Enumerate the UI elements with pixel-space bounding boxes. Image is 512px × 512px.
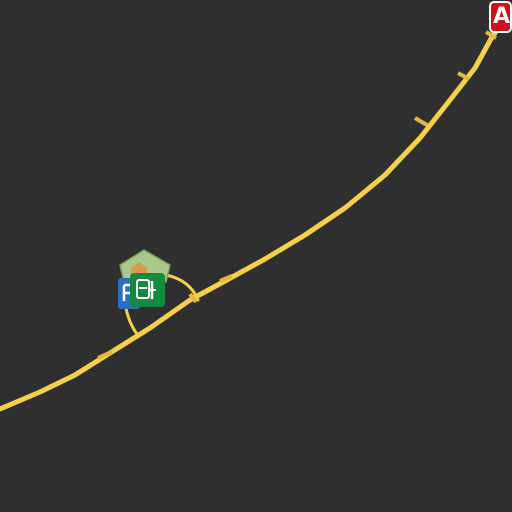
road-tick-2 xyxy=(457,71,470,81)
highway-road[interactable] xyxy=(0,7,512,412)
road-tick-3 xyxy=(484,30,498,40)
route-start-marker[interactable]: A xyxy=(489,1,512,33)
highway-ramp-east[interactable] xyxy=(164,273,200,302)
transit-station-icon[interactable] xyxy=(130,273,165,307)
road-tick-4 xyxy=(97,350,113,360)
road-tick-6 xyxy=(188,292,198,304)
road-tick-5 xyxy=(219,274,233,283)
road-tick-1 xyxy=(413,116,429,127)
